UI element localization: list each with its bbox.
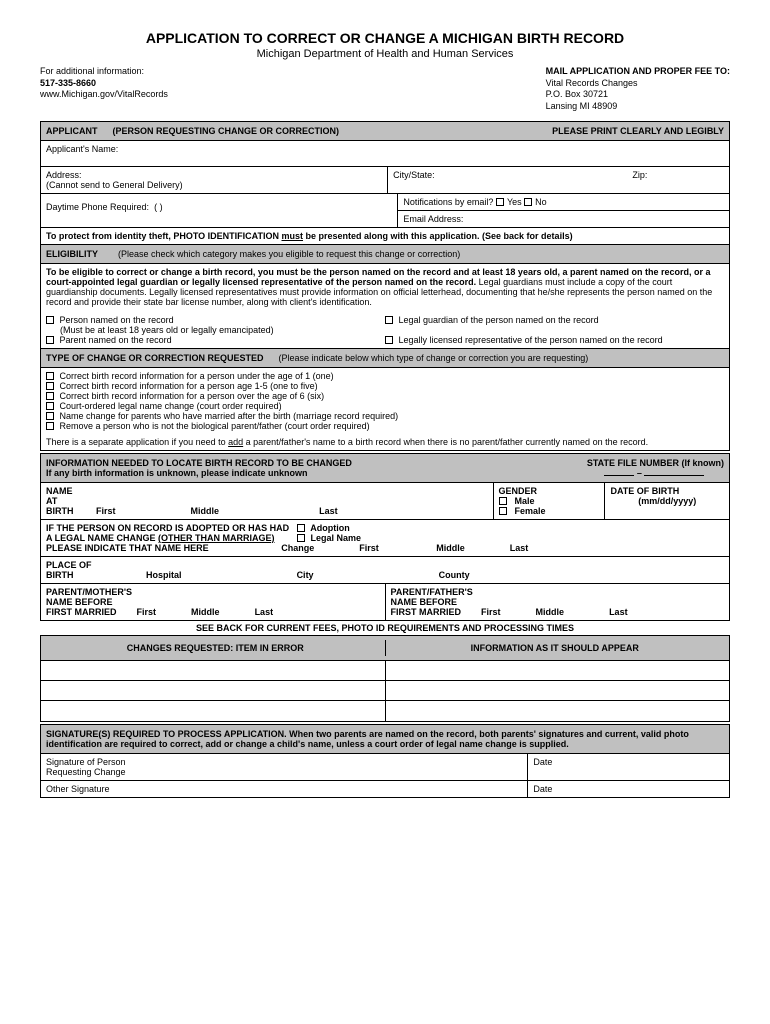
ct-opt2[interactable]: Correct birth record information for a p…	[46, 381, 724, 391]
applicant-name-field[interactable]: Applicant's Name:	[41, 141, 729, 167]
dob-field[interactable]: DATE OF BIRTH (mm/dd/yyyy)	[605, 483, 729, 519]
mail-line3: Lansing MI 48909	[546, 101, 730, 113]
changes-header: CHANGES REQUESTED: ITEM IN ERROR INFORMA…	[41, 636, 729, 661]
eligibility-body: To be eligible to correct or change a bi…	[41, 264, 729, 349]
sig-row-1[interactable]: Signature of PersonRequesting Change Dat…	[41, 754, 729, 781]
parent-father-field[interactable]: PARENT/FATHER'SNAME BEFOREFIRST MARRIED …	[386, 584, 730, 620]
name-at-birth-row: NAMEATBIRTH First Middle Last GENDER Mal…	[41, 483, 729, 520]
change-row-3[interactable]	[41, 701, 729, 721]
info-label: For additional information:	[40, 66, 168, 78]
elig-opt1[interactable]: Person named on the record	[46, 315, 385, 325]
phone-email-row: Daytime Phone Required: ( ) Notification…	[41, 194, 729, 228]
mail-line1: Vital Records Changes	[546, 78, 730, 90]
gender-field[interactable]: GENDER Male Female	[494, 483, 606, 519]
ct-footnote: There is a separate application if you n…	[46, 437, 724, 447]
locate-header: INFORMATION NEEDED TO LOCATE BIRTH RECOR…	[41, 454, 729, 483]
adopted-row[interactable]: IF THE PERSON ON RECORD IS ADOPTED OR HA…	[41, 520, 729, 557]
parent-mother-field[interactable]: PARENT/MOTHER'SNAME BEFOREFIRST MARRIED …	[41, 584, 386, 620]
ct-opt6[interactable]: Remove a person who is not the biologica…	[46, 421, 724, 431]
ct-opt3[interactable]: Correct birth record information for a p…	[46, 391, 724, 401]
change-row-2[interactable]	[41, 681, 729, 701]
parents-row: PARENT/MOTHER'SNAME BEFOREFIRST MARRIED …	[41, 584, 729, 620]
change-type-body: Correct birth record information for a p…	[41, 368, 729, 450]
zip-field[interactable]: Zip:	[627, 167, 729, 193]
place-of-birth-row[interactable]: PLACE OFBIRTH Hospital City County	[41, 557, 729, 584]
address-row: Address: (Cannot send to General Deliver…	[41, 167, 729, 194]
citystate-field[interactable]: City/State:	[388, 167, 627, 193]
phone-number: 517-335-8660	[40, 78, 168, 90]
mail-label: MAIL APPLICATION AND PROPER FEE TO:	[546, 66, 730, 78]
ct-opt5[interactable]: Name change for parents who have married…	[46, 411, 724, 421]
notifications-field[interactable]: Notifications by email? Yes No	[398, 194, 729, 211]
ct-opt1[interactable]: Correct birth record information for a p…	[46, 371, 724, 381]
change-row-1[interactable]	[41, 661, 729, 681]
ct-opt4[interactable]: Court-ordered legal name change (court o…	[46, 401, 724, 411]
url: www.Michigan.gov/VitalRecords	[40, 89, 168, 101]
photo-id-notice: To protect from identity theft, PHOTO ID…	[41, 228, 729, 245]
elig-opt1-note: (Must be at least 18 years old or legall…	[46, 325, 385, 335]
elig-opt3[interactable]: Legal guardian of the person named on th…	[385, 315, 724, 325]
form-title: APPLICATION TO CORRECT OR CHANGE A MICHI…	[40, 30, 730, 46]
elig-opt4[interactable]: Legally licensed representative of the p…	[385, 335, 724, 345]
mail-line2: P.O. Box 30721	[546, 89, 730, 101]
change-type-header: TYPE OF CHANGE OR CORRECTION REQUESTED (…	[41, 349, 729, 368]
fees-note: SEE BACK FOR CURRENT FEES, PHOTO ID REQU…	[40, 621, 730, 635]
header-info: For additional information: 517-335-8660…	[40, 66, 730, 113]
form-subtitle: Michigan Department of Health and Human …	[40, 48, 730, 60]
phone-field[interactable]: Daytime Phone Required: ( )	[41, 194, 398, 227]
sig-row-2[interactable]: Other Signature Date	[41, 781, 729, 797]
email-field[interactable]: Email Address:	[398, 211, 729, 227]
address-field[interactable]: Address: (Cannot send to General Deliver…	[41, 167, 388, 193]
applicant-header: APPLICANT (PERSON REQUESTING CHANGE OR C…	[41, 122, 729, 141]
signatures-header: SIGNATURE(S) REQUIRED TO PROCESS APPLICA…	[41, 725, 729, 754]
eligibility-header: ELIGIBILITY (Please check which category…	[41, 245, 729, 264]
name-at-birth-field[interactable]: NAMEATBIRTH First Middle Last	[41, 483, 494, 519]
elig-opt2[interactable]: Parent named on the record	[46, 335, 385, 345]
